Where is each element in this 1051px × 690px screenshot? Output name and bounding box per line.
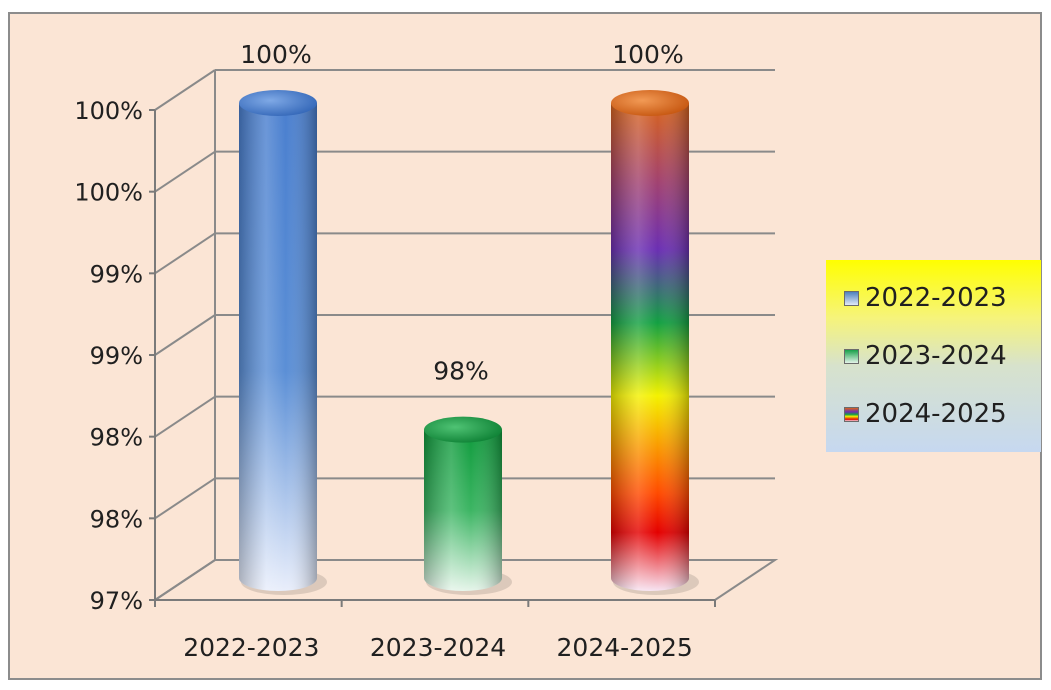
side-gridline (154, 314, 216, 356)
bar-top-2024-2025 (611, 90, 689, 116)
bars (239, 90, 699, 595)
x-tick-label-2023-2024: 2023-2024 (370, 633, 506, 662)
x-tick-label-2022-2023: 2022-2023 (183, 633, 319, 662)
side-gridline (154, 477, 216, 520)
axes (149, 70, 716, 607)
legend-label-2024-2025: 2024-2025 (865, 399, 1007, 429)
bar-top-2023-2024 (424, 416, 502, 443)
y-tick-label: 99% (90, 342, 143, 370)
data-label-2024-2025: 100% (612, 40, 683, 69)
side-gridline (154, 395, 216, 438)
labels: 97% 98% 98% 99% 99% 100% 100% 100% 2022-2023 98% 2… (74, 40, 692, 662)
legend-item-2024-2025: 2024-2025 (844, 394, 1007, 434)
data-label-2023-2024: 98% (433, 357, 489, 386)
bar-top-2022-2023 (239, 90, 317, 116)
side-gridline (154, 150, 216, 193)
y-tick-label: 100% (74, 179, 143, 207)
legend: 2022-2023 2023-2024 2024-2025 (826, 260, 1041, 452)
legend-item-2023-2024: 2023-2024 (844, 336, 1007, 376)
x-tick-label-2024-2025: 2024-2025 (557, 633, 693, 662)
legend-swatch-2023-2024 (844, 348, 859, 364)
data-label-2022-2023: 100% (240, 40, 311, 69)
legend-swatch-2024-2025 (844, 406, 859, 422)
y-tick-label: 100% (74, 97, 143, 125)
side-gridline (154, 232, 216, 275)
legend-swatch-2022-2023 (844, 290, 859, 306)
bar-shading (611, 103, 689, 591)
y-tick-label: 98% (90, 424, 143, 452)
y-tick-label: 98% (90, 505, 143, 533)
y-tick-label: 97% (90, 587, 143, 615)
legend-label-2022-2023: 2022-2023 (865, 283, 1007, 313)
bar-shading (424, 429, 502, 591)
bar-shading (239, 103, 317, 591)
legend-item-2022-2023: 2022-2023 (844, 278, 1007, 318)
legend-label-2023-2024: 2023-2024 (865, 341, 1007, 371)
y-tick-label: 99% (90, 260, 143, 288)
side-gridline (154, 69, 216, 111)
